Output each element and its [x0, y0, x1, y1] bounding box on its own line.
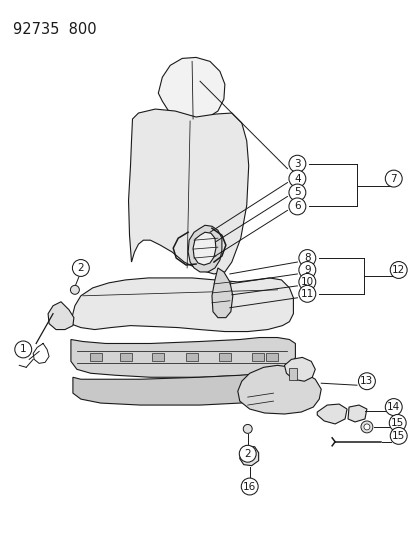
- Circle shape: [360, 421, 372, 433]
- Polygon shape: [237, 365, 320, 414]
- Circle shape: [389, 427, 406, 445]
- Text: 2: 2: [244, 449, 250, 459]
- Text: 13: 13: [359, 376, 373, 386]
- Polygon shape: [48, 302, 74, 329]
- Circle shape: [239, 445, 256, 462]
- Text: 15: 15: [391, 431, 404, 441]
- Text: 11: 11: [300, 289, 313, 299]
- Circle shape: [288, 184, 305, 201]
- Text: 16: 16: [242, 481, 256, 491]
- Circle shape: [243, 424, 252, 433]
- Polygon shape: [158, 58, 224, 121]
- Bar: [152, 353, 164, 361]
- Circle shape: [72, 260, 89, 277]
- Bar: [90, 353, 102, 361]
- Polygon shape: [128, 109, 248, 274]
- Polygon shape: [188, 225, 221, 272]
- Circle shape: [15, 341, 32, 358]
- Bar: [289, 368, 297, 380]
- Polygon shape: [192, 232, 216, 265]
- Polygon shape: [71, 278, 293, 332]
- Circle shape: [241, 478, 258, 495]
- Bar: [265, 353, 277, 361]
- Bar: [218, 353, 230, 361]
- Polygon shape: [347, 405, 366, 422]
- Circle shape: [288, 155, 305, 172]
- Circle shape: [363, 424, 369, 430]
- Polygon shape: [239, 446, 258, 466]
- Text: 8: 8: [303, 253, 310, 263]
- Circle shape: [385, 170, 401, 187]
- Circle shape: [388, 415, 405, 431]
- Bar: [251, 353, 263, 361]
- Text: 92735  800: 92735 800: [13, 22, 97, 37]
- Circle shape: [70, 285, 79, 294]
- Text: 1: 1: [20, 344, 26, 354]
- Polygon shape: [284, 358, 315, 381]
- Text: 9: 9: [303, 265, 310, 275]
- Bar: [186, 353, 197, 361]
- Text: 2: 2: [77, 263, 84, 273]
- Text: 6: 6: [293, 201, 300, 212]
- Circle shape: [358, 373, 375, 390]
- Circle shape: [298, 249, 315, 266]
- Text: 7: 7: [389, 174, 396, 183]
- Text: 4: 4: [293, 174, 300, 183]
- Text: 15: 15: [390, 418, 404, 428]
- Bar: [119, 353, 131, 361]
- Circle shape: [389, 262, 406, 278]
- Text: 5: 5: [293, 188, 300, 198]
- Circle shape: [298, 262, 315, 278]
- Polygon shape: [71, 337, 295, 377]
- Text: 14: 14: [386, 402, 399, 412]
- Polygon shape: [211, 268, 232, 318]
- Polygon shape: [316, 404, 346, 424]
- Polygon shape: [73, 373, 292, 405]
- Text: 12: 12: [391, 265, 404, 275]
- Circle shape: [385, 399, 401, 416]
- Text: 10: 10: [300, 277, 313, 287]
- Circle shape: [288, 170, 305, 187]
- Circle shape: [288, 198, 305, 215]
- Circle shape: [298, 273, 315, 290]
- Circle shape: [298, 285, 315, 302]
- Text: 3: 3: [293, 159, 300, 168]
